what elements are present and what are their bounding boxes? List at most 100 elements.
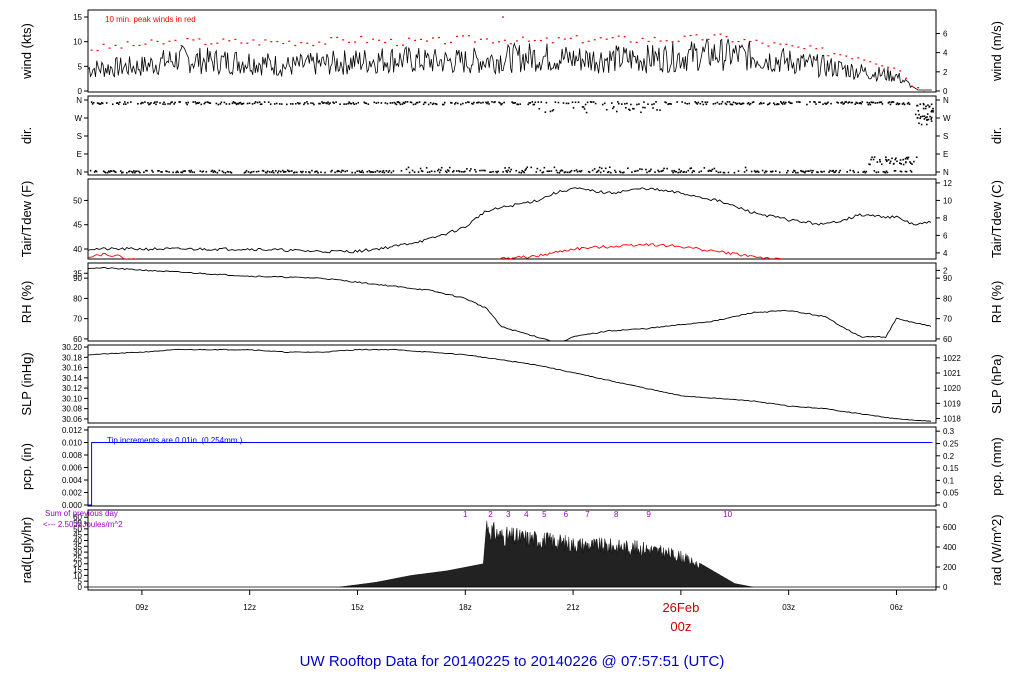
wind-dir-point	[555, 169, 558, 172]
wind-dir-point	[417, 171, 420, 173]
wind-dir-point	[705, 103, 708, 106]
wind-dir-point	[594, 102, 597, 105]
wind-dir-point	[715, 170, 718, 173]
wind-dir-point	[428, 171, 431, 173]
wind-dir-point	[94, 169, 97, 172]
wind-dir-point	[446, 169, 449, 171]
temp-ytick-label-right: 2	[943, 266, 948, 275]
wind-dir-point	[147, 102, 149, 104]
wind-dir-point	[460, 103, 462, 106]
wind-peak-mark	[725, 36, 728, 38]
wind-dir-point	[518, 171, 520, 174]
wind-dir-point	[613, 169, 616, 172]
wind-peak-mark	[234, 38, 237, 40]
wind-dir-point	[269, 103, 272, 105]
sun-hour-label: 10	[723, 510, 732, 519]
wind-dir-point	[104, 171, 107, 174]
wind-dir-point	[359, 171, 362, 173]
wind-peak-mark	[294, 44, 297, 47]
pcp-ytick-label-right: 0	[943, 501, 948, 510]
wind-dir-point	[743, 171, 746, 173]
wind-peak-mark	[875, 63, 878, 65]
wind-dir-point	[419, 167, 422, 170]
wind-dir-point	[421, 170, 424, 173]
wind-dir-point	[369, 171, 372, 173]
wind-dir-point	[791, 102, 793, 105]
wind-peak-mark	[923, 91, 926, 92]
rh-ytick-label-left: 90	[73, 274, 82, 283]
wind-dir-point	[533, 103, 536, 106]
slp-ytick-label-left: 30.18	[62, 353, 83, 362]
wind-dir-point	[835, 169, 837, 172]
wind-dir-point	[544, 111, 547, 113]
wind-dir-point	[170, 101, 172, 104]
wind-dir-point	[384, 102, 387, 104]
wind-dir-point	[907, 101, 910, 104]
wind-dir-point	[475, 170, 477, 173]
wind-dir-point	[220, 101, 223, 104]
wind-dir-point	[376, 169, 379, 172]
wind-dir-point	[129, 170, 131, 172]
sun-hour-label: 4	[524, 510, 529, 519]
wind-dir-point	[622, 171, 624, 174]
wind-dir-point	[923, 103, 925, 106]
wind-dir-point	[401, 103, 404, 105]
wind-dir-point	[263, 101, 266, 103]
wind-dir-point	[599, 171, 602, 174]
wind-dir-point	[320, 171, 322, 174]
wind-dir-point	[566, 171, 569, 174]
pcp-ytick-label-left: 0.012	[62, 426, 83, 435]
wind-dir-point	[312, 102, 314, 105]
wind-dir-point	[304, 102, 306, 104]
wind-dir-point	[596, 170, 599, 173]
wind-dir-point	[366, 170, 369, 173]
wind-dir-point	[694, 101, 697, 103]
wind-dir-point	[128, 170, 130, 173]
wind-dir-point	[158, 170, 160, 172]
wind-dir-point	[737, 170, 740, 172]
wind-dir-point	[909, 162, 912, 165]
wind-peak-mark	[689, 35, 692, 37]
wind-dir-point	[833, 171, 835, 174]
wind-peak-mark	[348, 41, 351, 43]
wind-dir-point	[294, 171, 296, 174]
wind-peak-mark	[713, 34, 716, 36]
wind-peak-mark	[132, 44, 135, 47]
wind-dir-point	[919, 103, 922, 105]
wind-dir-point	[902, 163, 905, 166]
wind-dir-point	[311, 169, 313, 172]
rad-ylabel-right: rad (W/m^2)	[989, 514, 1004, 585]
wind-ytick-label-left: 15	[73, 13, 82, 22]
wind-dir-point	[595, 171, 598, 173]
wind-dir-point	[880, 101, 883, 104]
wind-dir-point	[412, 103, 415, 106]
wind-dir-point	[267, 101, 270, 103]
wind-dir-point	[563, 171, 566, 174]
wind-dir-point	[227, 171, 230, 173]
wind-dir-point	[196, 102, 199, 104]
wind-dir-point	[543, 166, 546, 169]
pcp-ytick-label-left: 0.006	[62, 464, 83, 473]
wind-dir-point	[487, 101, 489, 103]
wind-dir-point	[730, 103, 733, 106]
wind-dir-point	[870, 101, 873, 103]
wind-dir-point	[779, 101, 782, 103]
wind-peak-mark	[502, 16, 505, 18]
wind-dir-point	[868, 163, 870, 165]
wind-peak-mark	[473, 41, 476, 43]
wind-dir-point	[443, 101, 446, 104]
wind-dir-point	[490, 171, 492, 173]
wind-dir-point	[221, 170, 224, 173]
wind-peak-mark	[372, 38, 375, 40]
wind-dir-point	[725, 103, 728, 106]
wind-dir-point	[583, 108, 586, 110]
wind-dir-point	[889, 103, 892, 106]
wind-peak-mark	[312, 44, 315, 47]
wind-peak-mark	[821, 47, 824, 49]
wind-peak-mark	[390, 38, 393, 41]
wind-dir-point	[664, 101, 666, 103]
wind-dir-point	[610, 102, 613, 104]
wind-dir-point	[908, 103, 911, 106]
precip-annotation: Tip increments are 0.01in. (0.254mm.)	[107, 436, 243, 445]
wind-dir-point	[926, 118, 928, 121]
